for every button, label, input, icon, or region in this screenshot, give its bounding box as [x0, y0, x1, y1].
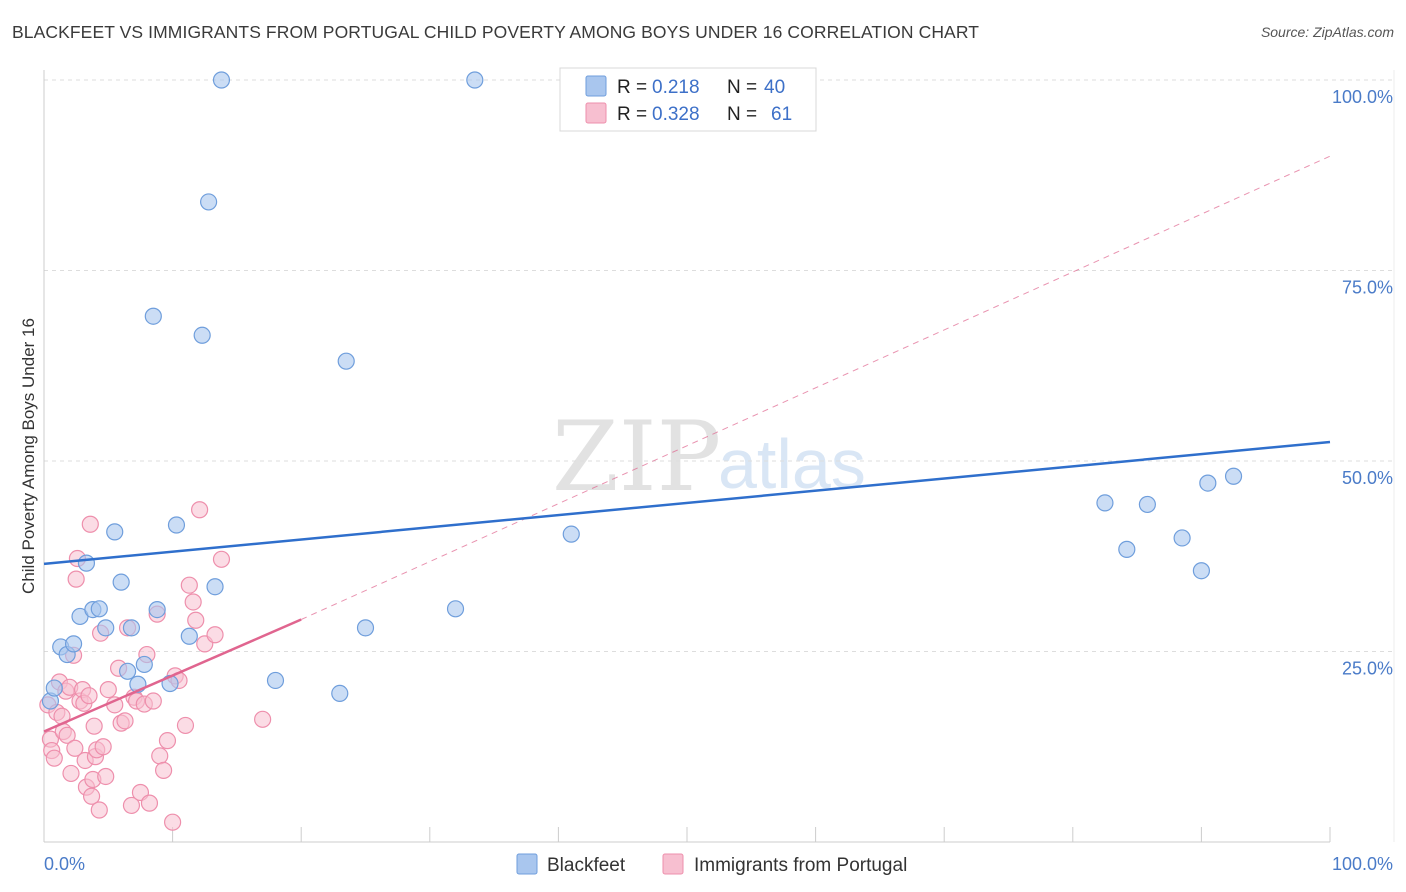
blackfeet-trend-line: [43, 440, 1331, 566]
portugal-point: [184, 593, 202, 611]
bottom-legend-swatch-portugal: [662, 853, 684, 875]
x-tick-label-max: 100.0%: [1332, 854, 1393, 874]
blackfeet-point: [1199, 474, 1217, 492]
portugal-point: [151, 747, 169, 765]
portugal-trend-extension: [300, 155, 1331, 620]
legend-n-value-1: 40: [764, 77, 785, 98]
blackfeet-points: [41, 71, 1243, 710]
blackfeet-point: [122, 619, 141, 637]
portugal-point: [97, 767, 115, 786]
y-axis-title: Child Poverty Among Boys Under 16: [19, 318, 38, 594]
trend-lines: [43, 155, 1331, 733]
portugal-point: [212, 550, 231, 568]
watermark-zip: ZIP: [552, 401, 721, 513]
portugal-point: [66, 739, 84, 757]
portugal-points: [39, 501, 272, 831]
blackfeet-point: [206, 578, 224, 596]
blackfeet-point: [1173, 529, 1191, 547]
blackfeet-point: [135, 655, 153, 674]
x-ticks: [43, 70, 1395, 842]
blackfeet-point: [1096, 494, 1114, 512]
blackfeet-point: [1138, 495, 1156, 514]
series-legend: Blackfeet Immigrants from Portugal: [516, 853, 907, 876]
portugal-point: [80, 687, 98, 705]
blackfeet-point: [337, 352, 355, 370]
blackfeet-point: [45, 679, 63, 697]
bottom-legend-label-portugal: Immigrants from Portugal: [694, 855, 907, 876]
y-tick-label: 25.0%: [1342, 659, 1393, 679]
blackfeet-point: [144, 307, 162, 325]
portugal-point: [144, 692, 162, 710]
portugal-point: [85, 717, 103, 735]
x-tick-label-min: 0.0%: [44, 854, 85, 874]
blackfeet-point: [356, 619, 375, 637]
blackfeet-point: [200, 193, 218, 211]
y-tick-label: 50.0%: [1342, 468, 1393, 488]
blackfeet-point: [97, 619, 115, 637]
correlation-legend: R = 0.218 N = 40 R = 0.328 N = 61: [559, 67, 817, 132]
source-label: Source: ZipAtlas.com: [1260, 24, 1394, 40]
blackfeet-point: [446, 600, 465, 618]
legend-r-label-1: R =: [617, 77, 647, 98]
chart-title: BLACKFEET VS IMMIGRANTS FROM PORTUGAL CH…: [12, 22, 980, 42]
portugal-point: [94, 738, 112, 756]
blackfeet-point: [77, 554, 96, 572]
legend-n-value-2: 61: [771, 104, 792, 125]
blackfeet-point: [148, 600, 166, 619]
blackfeet-point: [466, 71, 484, 89]
blackfeet-point: [118, 662, 137, 680]
portugal-point: [81, 515, 99, 533]
blackfeet-point: [1118, 540, 1136, 558]
portugal-point: [164, 813, 182, 831]
portugal-point: [58, 726, 76, 744]
legend-r-label-2: R =: [617, 104, 647, 125]
portugal-point: [122, 796, 141, 815]
portugal-trend-line: [43, 618, 302, 733]
legend-r-value-2: 0.328: [652, 104, 700, 125]
portugal-point: [45, 749, 63, 767]
blackfeet-point: [167, 516, 186, 534]
blackfeet-point: [193, 326, 211, 344]
legend-n-label-2: N =: [727, 104, 757, 125]
portugal-point: [90, 801, 108, 819]
y-tick-label: 75.0%: [1342, 278, 1393, 298]
portugal-point: [254, 710, 272, 728]
blackfeet-point: [266, 671, 285, 690]
bottom-legend-swatch-blackfeet: [516, 853, 538, 875]
portugal-point: [191, 501, 209, 519]
blackfeet-point: [112, 573, 130, 591]
portugal-point: [154, 761, 173, 779]
legend-r-value-1: 0.218: [652, 77, 700, 98]
watermark-atlas: atlas: [718, 425, 866, 503]
blackfeet-point: [331, 684, 349, 703]
legend-swatch-blackfeet: [585, 75, 607, 97]
blackfeet-point: [212, 71, 231, 89]
blackfeet-point: [562, 525, 580, 543]
blackfeet-point: [90, 600, 108, 618]
portugal-point: [140, 794, 159, 812]
blackfeet-point: [1192, 562, 1211, 580]
blackfeet-point: [180, 627, 198, 645]
grid: [44, 79, 1394, 652]
blackfeet-point: [64, 635, 83, 653]
y-tick-label: 100.0%: [1332, 87, 1393, 107]
blackfeet-point: [1224, 467, 1243, 485]
portugal-point: [67, 570, 85, 588]
legend-swatch-portugal: [585, 102, 607, 124]
portugal-point: [158, 732, 177, 750]
watermark: ZIP atlas: [552, 401, 866, 513]
portugal-point: [99, 680, 117, 699]
legend-n-label-1: N =: [727, 77, 757, 98]
portugal-point: [82, 787, 101, 805]
portugal-point: [176, 716, 195, 735]
portugal-point: [116, 712, 134, 730]
y-tick-labels: 100.0% 75.0% 50.0% 25.0%: [1332, 87, 1393, 679]
bottom-legend-label-blackfeet: Blackfeet: [547, 855, 626, 876]
blackfeet-point: [106, 523, 124, 541]
portugal-point: [62, 764, 80, 783]
portugal-point: [187, 611, 205, 629]
portugal-point: [180, 576, 198, 594]
portugal-point: [206, 626, 224, 644]
